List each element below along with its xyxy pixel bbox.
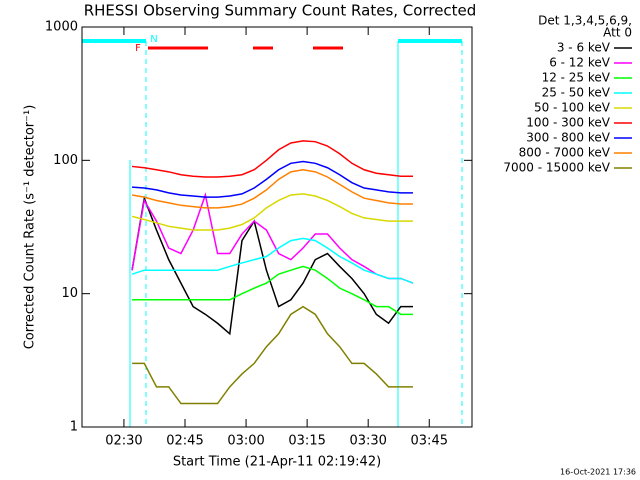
series-line — [132, 160, 413, 198]
x-tick-label: 02:30 — [105, 434, 142, 449]
legend-title: Det 1,3,4,5,6,9, — [538, 14, 632, 28]
night-label: N — [150, 34, 157, 45]
chart-title: RHESSI Observing Summary Count Rates, Co… — [84, 2, 477, 20]
flare-label: F — [135, 43, 141, 54]
legend-title: Att 0 — [603, 26, 632, 40]
plot-frame — [81, 26, 473, 428]
legend-label: 6 - 12 keV — [549, 56, 611, 70]
x-tick-label: 02:45 — [166, 434, 203, 449]
y-tick-label: 10 — [61, 286, 78, 301]
series-line — [132, 265, 413, 316]
x-tick-label: 03:45 — [411, 434, 448, 449]
series-line — [131, 237, 414, 284]
legend-label: 12 - 25 keV — [542, 71, 611, 85]
y-tick-label: 1 — [70, 420, 78, 435]
legend-label: 50 - 100 keV — [534, 101, 611, 115]
series-line — [131, 168, 413, 209]
series-line — [132, 305, 413, 405]
series-line — [131, 140, 413, 178]
x-tick-label: 03:00 — [227, 434, 264, 449]
legend-label: 800 - 7000 keV — [519, 146, 611, 160]
series-line — [131, 192, 414, 284]
legend-label: 3 - 6 keV — [557, 41, 611, 55]
legend-label: 7000 - 15000 keV — [503, 161, 610, 175]
series-line — [131, 193, 413, 231]
y-tick-label: 1000 — [45, 20, 78, 35]
x-tick-label: 03:15 — [288, 434, 325, 449]
x-axis-title: Start Time (21-Apr-11 02:19:42) — [173, 455, 381, 470]
legend-label: 300 - 800 keV — [526, 131, 610, 145]
series-line — [131, 195, 413, 336]
y-tick-label: 100 — [53, 153, 78, 168]
footnote: 16-Oct-2021 17:36 — [560, 468, 636, 477]
x-tick-label: 03:30 — [349, 434, 386, 449]
state-indicators: F N — [82, 34, 463, 427]
legend-label: 25 - 50 keV — [542, 86, 611, 100]
y-axis-title: Corrected Count Rate (s⁻¹ detector⁻¹) — [23, 105, 38, 350]
legend-label: 100 - 300 keV — [526, 116, 610, 130]
